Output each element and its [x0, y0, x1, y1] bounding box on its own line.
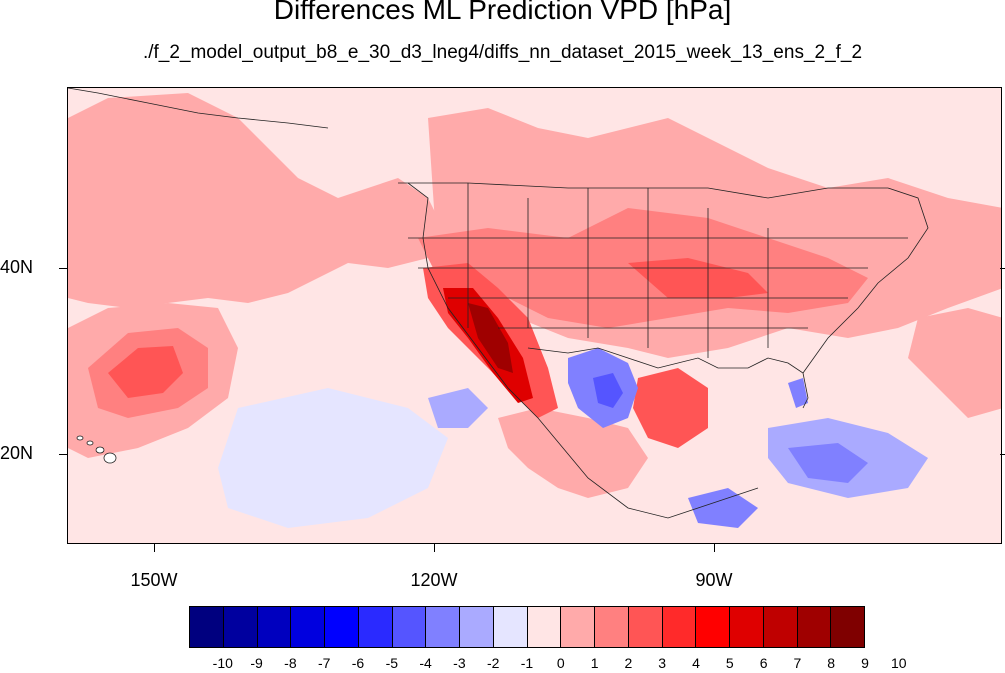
region-california-core [468, 303, 513, 373]
map-title: Differences ML Prediction VPD [hPa] [273, 0, 732, 25]
colorbar-label: 8 [827, 655, 836, 671]
region-pacific-pale-blue [218, 388, 448, 528]
region-east-atlantic-light-red [908, 308, 1001, 418]
colorbar-label: -4 [419, 655, 432, 671]
colorbar-label: -2 [486, 655, 500, 671]
x-tick-label: 90W [695, 570, 733, 590]
colorbar-swatch [426, 607, 460, 647]
colorbar-swatch [460, 607, 494, 647]
region-south-mexico-light-red [498, 408, 648, 498]
colorbar-label: -6 [351, 655, 365, 671]
y-tick-mark-right [1000, 268, 1005, 269]
colorbar-swatch [493, 607, 528, 647]
colorbar-swatch [797, 607, 832, 647]
colorbar-swatch [730, 607, 764, 647]
colorbar-label: 0 [556, 655, 565, 671]
region-mexico-blue-core [593, 373, 623, 408]
coastlines-and-borders [68, 88, 929, 519]
colorbar-labels: -10 -9 -8 -7 -6 -5 -4 -3 -2 -1 0 1 2 3 4 5 6 7 8 9 10 [0, 655, 1005, 673]
colorbar-swatch [662, 607, 697, 647]
colorbar-label: 10 [891, 655, 907, 671]
colorbar-label: 9 [861, 655, 869, 671]
colorbar-label: -8 [284, 655, 297, 671]
colorbar-swatch [358, 607, 393, 647]
colorbar-label: 1 [590, 655, 599, 671]
colorbar-swatch [561, 607, 595, 647]
region-caribbean-blue-core [788, 443, 868, 483]
colorbar-label: 6 [759, 655, 768, 671]
x-tick-mark [434, 544, 435, 552]
colorbar-swatch [325, 607, 359, 647]
colorbar-label: 7 [793, 655, 802, 671]
map-subtitle: ./f_2_model_output_b8_e_30_d3_lneg4/diff… [142, 42, 863, 63]
y-tick-mark [59, 454, 67, 455]
region-florida-blue [788, 378, 808, 408]
colorbar-label: -5 [385, 655, 399, 671]
x-tick-mark [154, 544, 155, 552]
hawaii-islands [76, 435, 117, 464]
colorbar [189, 606, 865, 648]
colorbar-swatch [595, 607, 629, 647]
colorbar-label: -9 [250, 655, 263, 671]
y-tick-mark-right [1000, 454, 1005, 455]
colorbar-label: 4 [692, 655, 700, 671]
region-hawaii-core [108, 346, 183, 398]
colorbar-swatch [527, 607, 562, 647]
region-north-pacific-light-red [68, 93, 448, 308]
region-baja-offshore-blue [428, 388, 488, 428]
x-tick-mark [714, 544, 715, 552]
map-panel [67, 87, 1002, 544]
y-tick-mark [59, 268, 67, 269]
colorbar-swatch [696, 607, 730, 647]
colorbar-swatch [392, 607, 427, 647]
colorbar-swatch [223, 607, 258, 647]
x-tick-label: 150W [130, 570, 178, 590]
colorbar-swatch [831, 607, 864, 647]
region-central-america-blue [688, 488, 758, 528]
colorbar-swatch [291, 607, 325, 647]
colorbar-swatch [190, 607, 224, 647]
colorbar-label: -10 [212, 655, 233, 671]
x-tick-label: 120W [410, 570, 458, 590]
colorbar-label: -3 [453, 655, 466, 671]
colorbar-label: 2 [624, 655, 633, 671]
colorbar-swatch [257, 607, 292, 647]
colorbar-label: -1 [520, 655, 534, 671]
y-tick-label: 20N [0, 443, 34, 463]
region-gulf-red [633, 368, 708, 448]
colorbar-label: 5 [725, 655, 734, 671]
colorbar-swatch [628, 607, 663, 647]
colorbar-label: 3 [658, 655, 667, 671]
colorbar-label: -7 [317, 655, 331, 671]
vpd-difference-field [68, 88, 1001, 543]
y-tick-label: 40N [0, 257, 34, 277]
colorbar-swatch [763, 607, 798, 647]
